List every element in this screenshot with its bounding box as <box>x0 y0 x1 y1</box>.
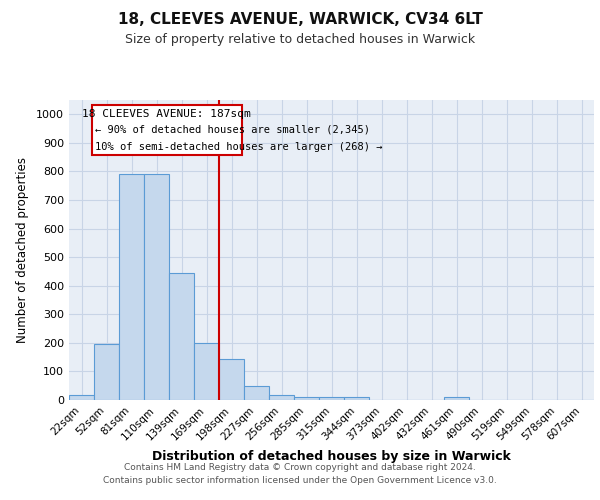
Bar <box>69 395 94 400</box>
Text: 18 CLEEVES AVENUE: 187sqm: 18 CLEEVES AVENUE: 187sqm <box>82 109 251 119</box>
Bar <box>119 174 144 400</box>
FancyBboxPatch shape <box>91 105 241 155</box>
Text: ← 90% of detached houses are smaller (2,345): ← 90% of detached houses are smaller (2,… <box>95 125 370 135</box>
Bar <box>219 359 244 400</box>
Text: 18, CLEEVES AVENUE, WARWICK, CV34 6LT: 18, CLEEVES AVENUE, WARWICK, CV34 6LT <box>118 12 482 28</box>
Bar <box>169 274 194 400</box>
Bar <box>244 386 269 400</box>
X-axis label: Distribution of detached houses by size in Warwick: Distribution of detached houses by size … <box>152 450 511 463</box>
Bar <box>344 397 369 400</box>
Bar <box>319 397 344 400</box>
Y-axis label: Number of detached properties: Number of detached properties <box>16 157 29 343</box>
Text: 10% of semi-detached houses are larger (268) →: 10% of semi-detached houses are larger (… <box>95 142 383 152</box>
Text: Contains public sector information licensed under the Open Government Licence v3: Contains public sector information licen… <box>103 476 497 485</box>
Bar <box>94 344 119 400</box>
Bar <box>269 395 294 400</box>
Bar <box>444 397 469 400</box>
Text: Contains HM Land Registry data © Crown copyright and database right 2024.: Contains HM Land Registry data © Crown c… <box>124 462 476 471</box>
Text: Size of property relative to detached houses in Warwick: Size of property relative to detached ho… <box>125 32 475 46</box>
Bar <box>194 344 219 400</box>
Bar <box>144 174 169 400</box>
Bar <box>294 397 319 400</box>
